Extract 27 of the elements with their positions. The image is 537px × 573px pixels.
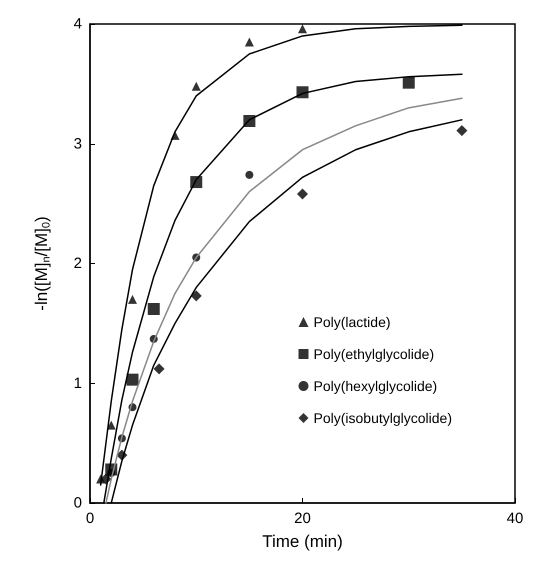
x-tick-label: 20 [294,510,311,527]
point [297,188,308,200]
point [154,363,165,374]
y-tick-label: 0 [74,494,82,512]
y-axis-title: -ln([M]n/[M]0) [32,216,52,311]
y-tick-label: 3 [74,135,82,152]
point [456,125,468,136]
y-tick-label: 4 [74,16,82,32]
legend-label: Poly(ethylglycolide) [313,346,434,362]
y-tick-label: 2 [74,255,82,272]
point [190,290,202,302]
point [128,294,137,304]
point [402,76,415,89]
point [106,420,116,430]
legend-label: Poly(hexylglycolide) [313,378,438,394]
point [192,82,201,91]
point [126,374,138,386]
point [244,37,254,46]
y-tick-label: 1 [74,374,82,392]
point [148,303,160,316]
point [298,24,307,34]
point [245,170,254,179]
legend-label: Poly(lactide) [313,314,391,330]
legend-label: Poly(isobutylglycolide) [313,410,452,426]
x-axis-title: Time (min) [262,532,343,551]
x-tick-label: 0 [86,510,94,527]
x-tick-label: 40 [506,510,524,527]
